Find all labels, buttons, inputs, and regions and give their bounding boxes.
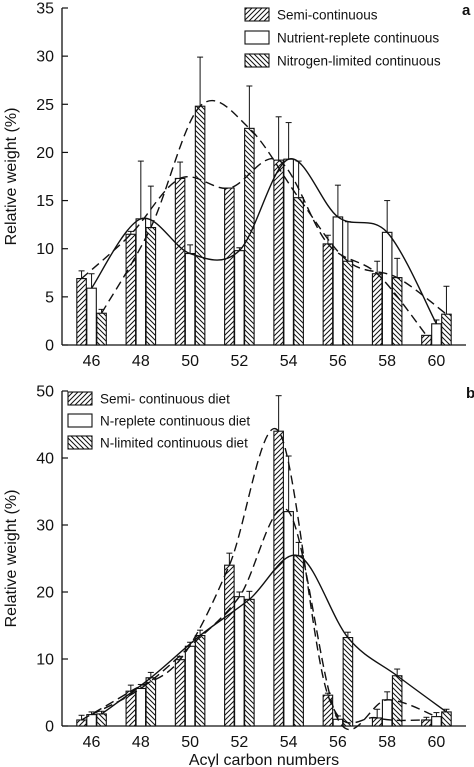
panel-b-x-tick-label: 56 [329,734,347,751]
panel-b-letter: b [466,385,474,402]
panel-b-bar [293,555,304,727]
panel-a-trend-curve [100,99,447,315]
panel-a-y-tick-label: 0 [45,338,54,355]
panel-b-legend-label: N-limited continuous diet [100,436,248,451]
panel-b-x-tick-label: 50 [181,734,199,751]
panel-a-legend-swatch [244,30,270,45]
panel-b-bar [381,699,393,727]
panel-b-bar [244,598,255,727]
panel-a-x-tick-label: 60 [428,353,446,370]
panel-b-bar [234,596,245,727]
panel-b-bar [283,511,294,727]
panel-a-legend-label: Semi-continuous [277,8,378,23]
panel-b-legend-swatch [67,391,93,406]
panel-b-trend-curve [91,507,437,731]
panel-a-bar [273,159,284,346]
panel-b-bar [224,564,235,727]
panel-a-bar [174,177,186,346]
panel-a-x-tick-label: 56 [329,353,347,370]
panel-a-bar [293,197,304,346]
panel-b-bar [125,690,137,727]
panel-b-bar [174,659,186,727]
panel-a: 0 5 10 15 20 25 30 35 46 48 50 52 54 56 58 60 Relative w… [3,1,466,370]
panel-b-bar [135,687,147,727]
panel-a-legend-swatch [244,53,270,68]
panel-b-bar [371,717,383,727]
panel-a-bar [371,273,383,346]
panel-b-x-tick-label: 52 [230,734,248,751]
panel-b-bar [184,645,196,727]
panel-a-bar [86,287,97,346]
panel-b-legend-swatch [67,435,93,450]
panel-a-x-tick-label: 58 [378,353,396,370]
panel-b-trend-curve [101,554,447,715]
panel-a-y-tick-label: 25 [36,97,54,114]
panel-b-bar [421,719,432,727]
panel-a-trend-curve [90,158,438,325]
panel-b-legend-swatch [67,413,93,428]
panel-b-bar [194,634,206,727]
panel-b-bar [431,716,442,727]
panel-b-legend-label: Semi- continuous diet [100,392,230,407]
panel-a-bar [283,158,294,346]
panel-a-bar [184,252,196,346]
panel-a-y-tick-label: 20 [36,145,54,162]
panel-a-bar [76,278,87,346]
panel-a-bar [441,313,452,346]
panel-b-bar [96,713,107,727]
panel-b-y-tick-label: 0 [45,719,54,736]
panel-a-y-tick-label: 5 [45,289,54,306]
panel-b-y-tick-label: 30 [36,518,54,535]
panel-b-x-tick-label: 54 [280,734,298,751]
panel-a-bar [145,226,157,346]
panel-b: 0 10 20 30 40 50 46 48 50 52 54 56 58 60 Relative weig… [3,384,466,767]
panel-a-x-tick-label: 52 [230,353,248,370]
panel-a-bar [224,187,235,346]
panel-b-y-tick-label: 40 [36,451,54,468]
panel-b-trend-curve [81,427,427,724]
panel-b-bar [391,675,403,727]
panel-a-bar [135,218,147,346]
panel-b-x-tick-label: 58 [378,734,396,751]
panel-a-bar [431,323,442,346]
panel-a-letter: a [462,2,471,19]
panel-b-y-tick-label: 50 [36,384,54,401]
panel-b-bar [76,719,87,727]
panel-a-legend-label: Nitrogen-limited continuous [277,54,441,69]
panel-a-y-tick-label: 15 [36,193,54,210]
panel-b-bar [441,711,452,727]
panel-a-legend-label: Nutrient-replete continuous [277,31,439,46]
panel-b-x-tick-label: 60 [428,734,446,751]
panel-b-bar [342,637,354,727]
panel-a-bar [421,334,432,346]
panel-a-bar [322,243,334,346]
panel-a-legend-swatch [244,7,270,22]
panel-b-x-label: Acyl carbon numbers [189,752,339,767]
panel-b-bar [145,677,157,727]
panel-a-x-tick-label: 50 [181,353,199,370]
panel-a-bar [96,312,107,346]
panel-a-y-label: Relative weight (%) [3,108,20,246]
panel-b-legend-label: N-replete continuous diet [100,414,250,429]
panel-b-y-label: Relative weight (%) [3,490,20,628]
panel-b-y-tick-label: 10 [36,652,54,669]
panel-a-y-tick-label: 10 [36,241,54,258]
panel-a-bar [194,105,206,346]
panel-a-bar [342,260,354,346]
panel-b-x-tick-label: 48 [132,734,150,751]
panel-a-y-tick-label: 35 [36,1,54,18]
panel-a-trend-curve [81,157,427,336]
panel-a-bar [332,216,344,346]
panel-a-bar [391,277,403,346]
panel-b-bar [273,430,284,727]
panel-a-x-tick-label: 54 [280,353,298,370]
panel-b-y-tick-label: 20 [36,585,54,602]
panel-a-bar [125,233,137,346]
panel-a-bar [234,250,245,346]
panel-a-x-tick-label: 48 [132,353,150,370]
panel-a-x-tick-label: 46 [83,353,101,370]
panel-a-y-tick-label: 30 [36,49,54,66]
panel-b-x-tick-label: 46 [83,734,101,751]
